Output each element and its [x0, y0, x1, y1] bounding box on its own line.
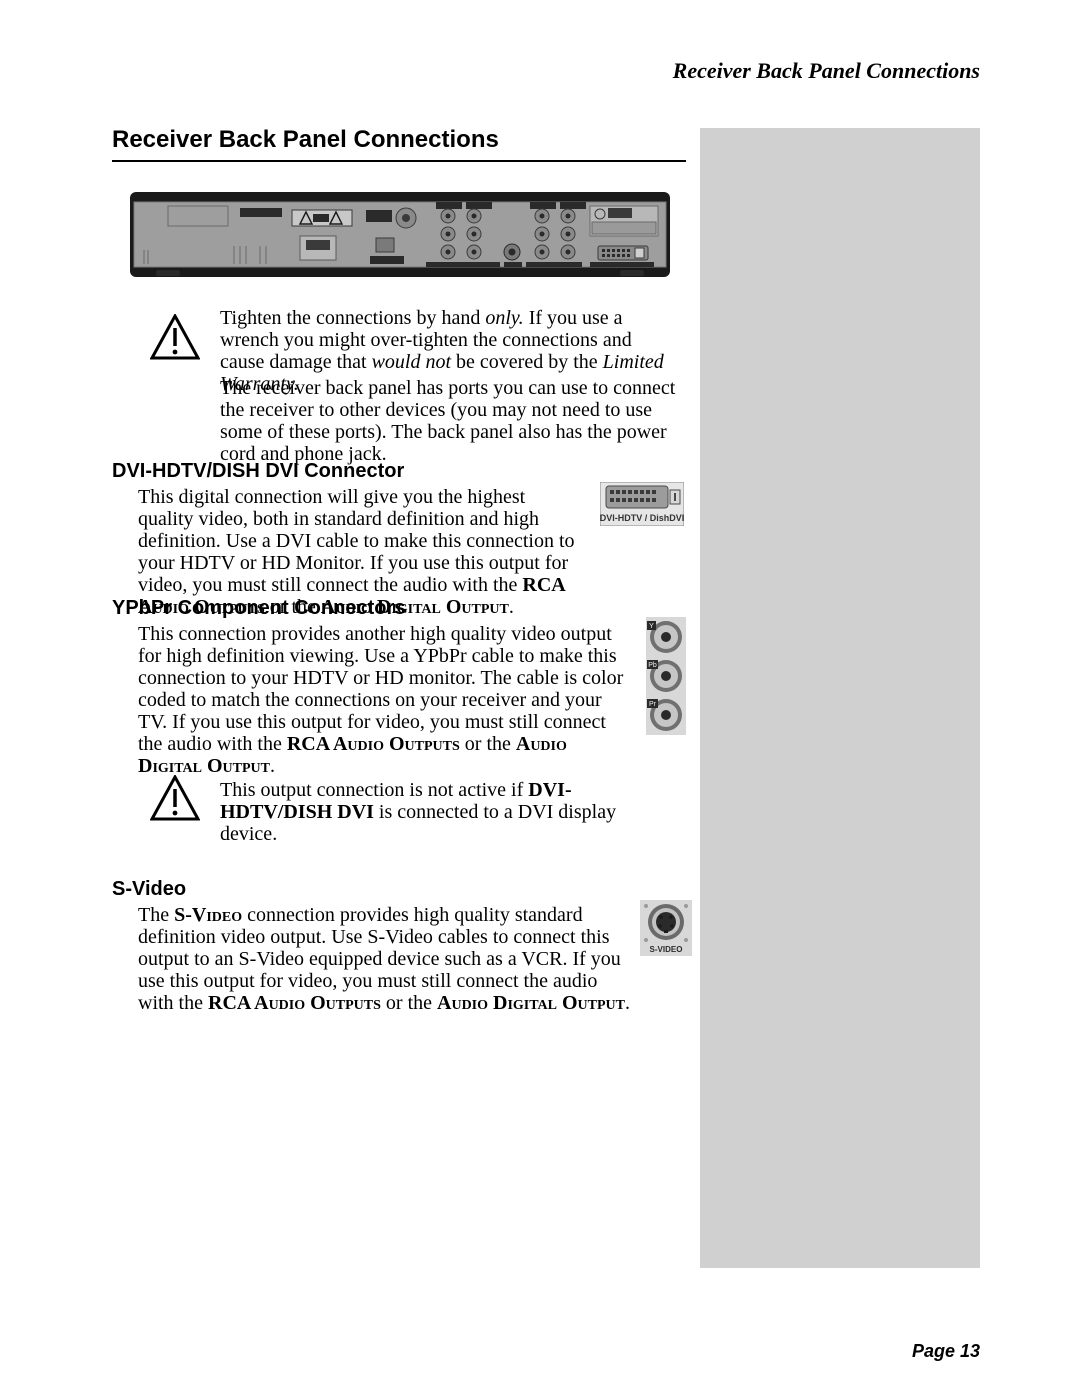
text: This digital connection will give you th… — [138, 486, 575, 596]
text: be covered by the — [451, 351, 603, 373]
label-pb: Pb — [648, 662, 657, 669]
warning-text-2: This output connection is not active if … — [220, 779, 670, 845]
svideo-port-illustration: S-VIDEO — [640, 900, 692, 956]
sidebar-strip — [700, 128, 980, 1268]
text: . — [270, 755, 275, 777]
text: The — [138, 904, 174, 926]
text: . — [509, 596, 514, 618]
page-number: Page 13 — [912, 1341, 980, 1362]
text: Tighten the connections by hand — [220, 307, 485, 329]
receiver-back-panel-illustration — [130, 192, 670, 277]
dvi-label: DVI-HDTV / DishDVI — [600, 513, 684, 523]
running-head: Receiver Back Panel Connections — [673, 58, 980, 84]
text-italic: would not — [372, 351, 451, 373]
text: This output connection is not active if — [220, 779, 528, 801]
page-root: Receiver Back Panel Connections Receiver… — [0, 0, 1080, 1397]
text-sc: Audio Digital Output — [437, 992, 625, 1014]
text: or the — [460, 733, 516, 755]
heading-svideo: S-Video — [112, 878, 186, 901]
text-sc: RCA Audio Outputs — [208, 992, 381, 1014]
label-pr: Pr — [649, 701, 657, 708]
heading-ypbpr: YPbPr Component Connectors — [112, 597, 405, 620]
svideo-label: S-VIDEO — [650, 945, 683, 954]
text-sc: S-Video — [174, 904, 242, 926]
ypbpr-port-illustration: Y Pb Pr — [646, 617, 686, 735]
text-italic: only. — [485, 307, 523, 329]
text-sc: RCA Audio Outputs — [287, 733, 460, 755]
heading-dvi: DVI-HDTV/DISH DVI Connector — [112, 460, 404, 483]
body-svideo: The S-Video connection provides high qua… — [138, 904, 633, 1014]
page-title: Receiver Back Panel Connections — [112, 126, 686, 162]
body-ypbpr: This connection provides another high qu… — [138, 623, 633, 777]
dvi-port-illustration: DVI-HDTV / DishDVI — [600, 482, 684, 526]
warning-icon — [150, 314, 200, 360]
warning-icon — [150, 775, 200, 821]
intro-paragraph: The receiver back panel has ports you ca… — [220, 377, 680, 465]
label-y: Y — [649, 623, 654, 630]
text: or the — [381, 992, 437, 1014]
text: . — [625, 992, 630, 1014]
